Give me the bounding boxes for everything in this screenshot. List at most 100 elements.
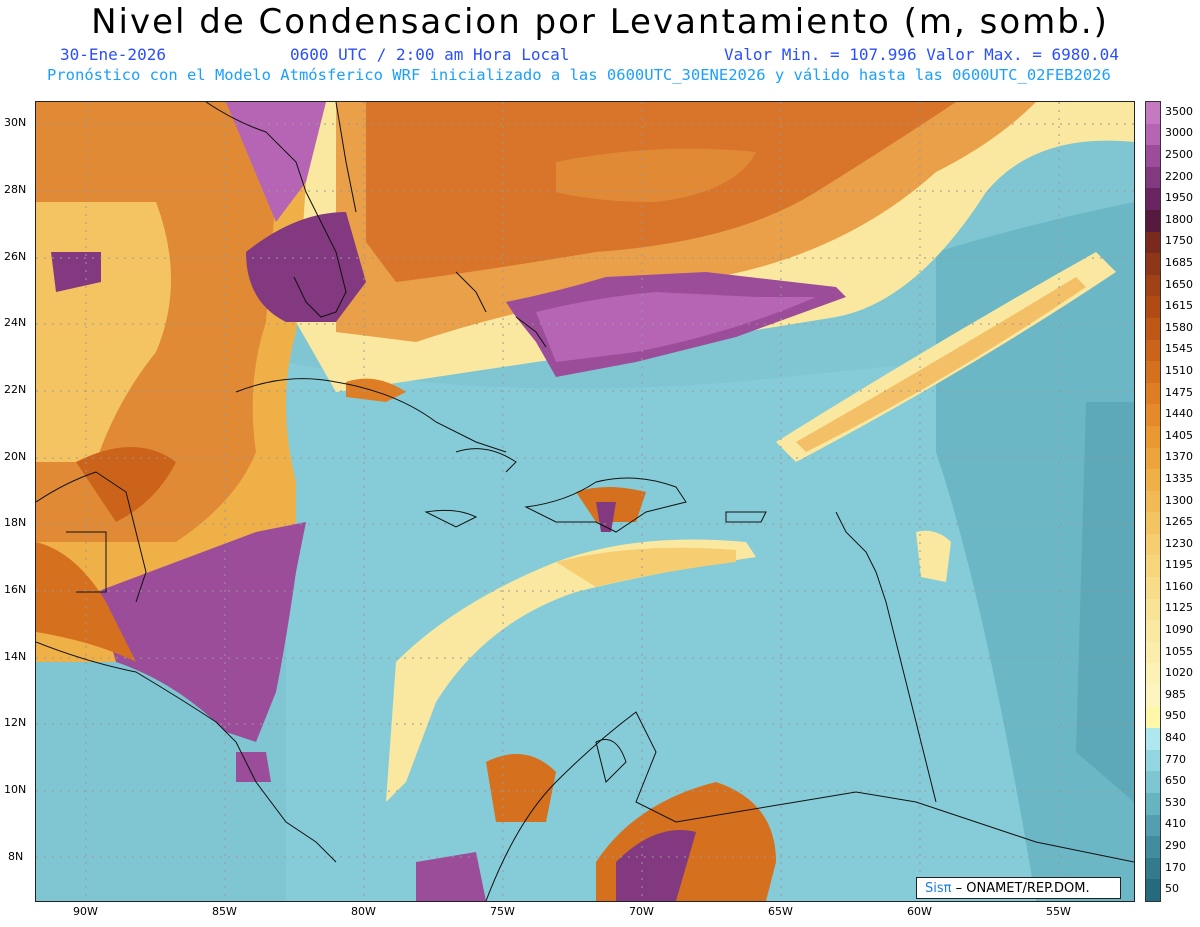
colorbar-label: 650 (1165, 774, 1186, 788)
colorbar-label: 1055 (1165, 644, 1193, 658)
colorbar-label: 1685 (1165, 255, 1193, 269)
lon-label: 55W (1046, 905, 1071, 918)
forecast-description: Pronóstico con el Modelo Atmósferico WRF… (47, 66, 1111, 84)
colorbar-label: 1230 (1165, 536, 1193, 550)
lon-label: 75W (490, 905, 515, 918)
florida-purple-region (226, 102, 326, 222)
colorbar-segment (1146, 857, 1160, 880)
colorbar-segment (1146, 123, 1160, 146)
colorbar-segment (1146, 728, 1160, 751)
colorbar-label: 950 (1165, 709, 1186, 723)
colorbar-segment (1146, 879, 1160, 902)
colorbar-label: 840 (1165, 731, 1186, 745)
colorbar-label: 1405 (1165, 428, 1193, 442)
forecast-time: 0600 UTC / 2:00 am Hora Local (290, 45, 570, 64)
colorbar-label: 1545 (1165, 342, 1193, 356)
colorbar-label: 1440 (1165, 407, 1193, 421)
colorbar-label: 3000 (1165, 126, 1193, 140)
colorbar-label: 1335 (1165, 471, 1193, 485)
lat-label: 12N (4, 716, 27, 729)
colorbar-label: 290 (1165, 839, 1186, 852)
colorbar-label: 2200 (1165, 169, 1193, 183)
lat-label: 22N (4, 383, 27, 396)
map-canvas (36, 102, 1134, 901)
colorbar-label: 170 (1165, 860, 1186, 874)
colorbar-segment (1146, 814, 1160, 837)
lon-label: 85W (212, 905, 237, 918)
lon-label: 65W (768, 905, 793, 918)
org-text: – ONAMET/REP.DOM. (951, 881, 1090, 896)
colorbar-segment (1146, 512, 1160, 535)
graticule (36, 102, 1134, 901)
coastlines (36, 102, 1134, 901)
colorbar-label: 50 (1165, 882, 1179, 896)
colorbar-segment (1146, 166, 1160, 189)
colorbar-label: 1300 (1165, 493, 1193, 507)
colorbar-label: 1370 (1165, 450, 1193, 464)
colorbar-segment (1146, 706, 1160, 729)
colorbar-label: 2500 (1165, 147, 1193, 161)
lon-label: 70W (629, 905, 654, 918)
colorbar-segment (1146, 209, 1160, 233)
colorbar-segment (1146, 771, 1160, 794)
lat-label: 20N (4, 450, 27, 463)
colorbar-segment (1146, 793, 1160, 816)
colorbar-segment (1146, 663, 1160, 686)
colorbar-segment (1146, 382, 1160, 405)
colorbar-segment (1146, 641, 1160, 664)
forecast-date: 30-Ene-2026 (60, 45, 166, 64)
colorbar-segment (1146, 598, 1160, 621)
colorbar-segment (1146, 145, 1160, 168)
colorbar-label: 1580 (1165, 320, 1193, 334)
colorbar-segment (1146, 317, 1160, 341)
lon-label: 80W (351, 905, 376, 918)
colorbar-segment (1146, 836, 1160, 859)
lon-label: 60W (907, 905, 932, 918)
colorbar-segment (1146, 361, 1160, 384)
lat-label: 30N (4, 116, 27, 129)
lat-label: 28N (4, 183, 27, 196)
onamet-logo: Sisπ – ONAMET/REP.DOM. (916, 877, 1121, 899)
colorbar-segment (1146, 447, 1160, 470)
lat-label: 10N (4, 783, 27, 796)
colorbar-segment (1146, 490, 1160, 513)
lat-label: 14N (4, 650, 27, 663)
colorbar-label: 410 (1165, 817, 1186, 831)
colorbar-label: 3500 (1165, 104, 1193, 118)
colorbar-label: 770 (1165, 752, 1186, 766)
colorbar-segment (1146, 685, 1160, 708)
colorbar-segment (1146, 469, 1160, 492)
colorbar-segment (1146, 620, 1160, 643)
lat-label: 16N (4, 583, 27, 596)
value-min-max: Valor Min. = 107.996 Valor Max. = 6980.0… (724, 45, 1119, 64)
colorbar-segment (1146, 533, 1160, 556)
lat-label: 24N (4, 316, 27, 329)
colorbar-label: 1265 (1165, 515, 1193, 529)
colorbar-label: 1510 (1165, 363, 1193, 377)
central-america-purple-region (96, 522, 306, 742)
colorbar-label: 530 (1165, 795, 1186, 809)
colorbar-segment (1146, 231, 1160, 254)
lon-label: 90W (73, 905, 98, 918)
colorbar-label: 1020 (1165, 666, 1193, 680)
colorbar-segment (1146, 425, 1160, 448)
colorbar-segment (1146, 102, 1160, 125)
sispi-logo-text: Sisπ (925, 881, 952, 896)
map-title: Nivel de Condensacion por Levantamiento … (91, 2, 1109, 42)
lat-label: 26N (4, 250, 27, 263)
colorbar-segment (1146, 274, 1160, 297)
colorbar-label: 1125 (1165, 601, 1193, 615)
colorbar-label: 1650 (1165, 277, 1193, 291)
colorbar-label: 1750 (1165, 234, 1193, 248)
colorbar-segment (1146, 188, 1160, 211)
colorbar-label: 1475 (1165, 385, 1193, 399)
colorbar-label: 1160 (1165, 579, 1193, 593)
colorbar-label: 1090 (1165, 623, 1193, 637)
colorbar-segment (1146, 555, 1160, 578)
colorbar-segment (1146, 404, 1160, 427)
colorbar-segment (1146, 577, 1160, 600)
colorbar-segment (1146, 339, 1160, 362)
colorbar-label: 1195 (1165, 558, 1193, 572)
colorbar-label: 1800 (1165, 212, 1193, 226)
lat-label: 18N (4, 516, 27, 529)
